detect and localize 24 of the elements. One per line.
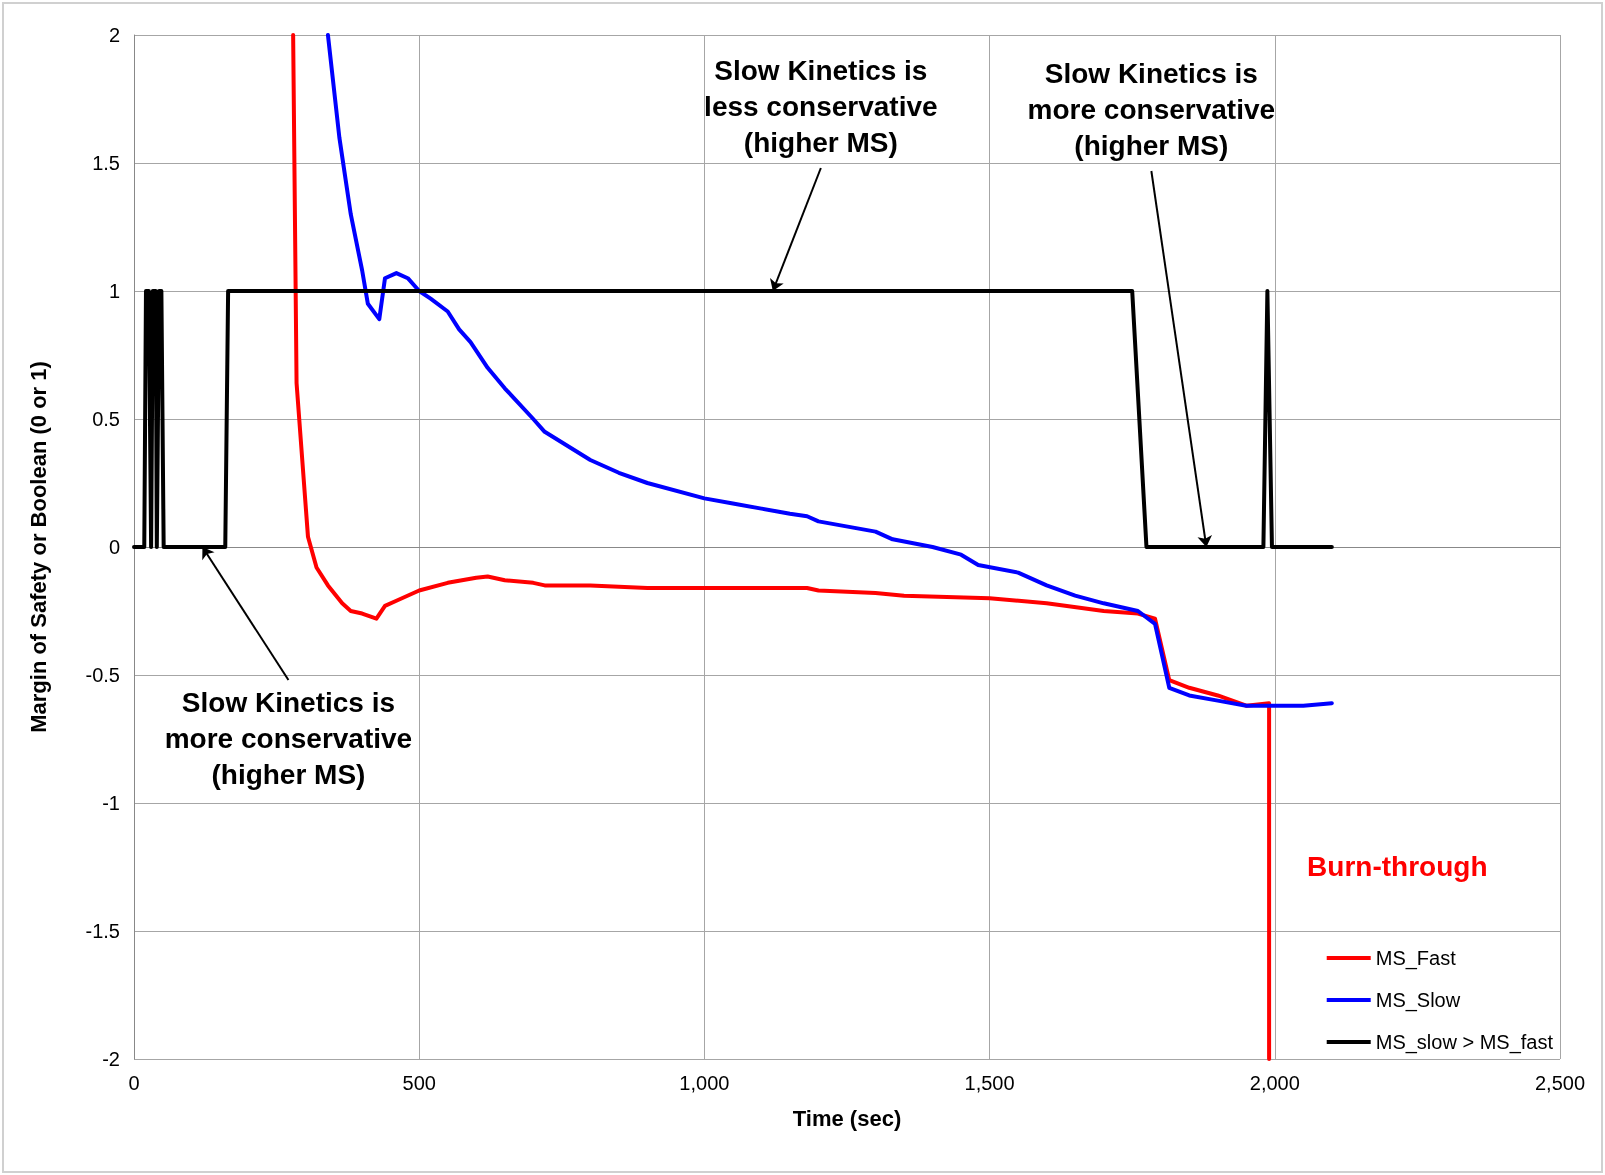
x-tick-label: 500 [402, 1072, 436, 1094]
x-tick-label: 1,500 [964, 1072, 1015, 1094]
annotation: Slow Kinetics is more conservative (higher MS) [164, 686, 413, 790]
y-tick-label: 1 [108, 280, 120, 302]
y-tick-label: -0.5 [85, 664, 120, 686]
legend-label: MS_slow > MS_fast [1375, 1031, 1554, 1054]
y-tick-label: 1.5 [92, 152, 120, 174]
x-axis-title: Time (sec) [792, 1105, 902, 1131]
y-tick-label: -1 [102, 792, 120, 814]
legend-label: MS_Fast [1375, 947, 1457, 970]
y-axis-title: Margin of Safety or Boolean (0 or 1) [25, 361, 51, 733]
annotation: Burn-through [1307, 850, 1488, 882]
x-tick-label: 1,000 [679, 1072, 730, 1094]
y-tick-label: 0.5 [92, 408, 120, 430]
y-tick-label: -1.5 [85, 920, 120, 942]
legend-label: MS_Slow [1375, 989, 1461, 1012]
y-tick-label: 2 [108, 24, 120, 46]
y-tick-label: -2 [102, 1048, 120, 1070]
x-tick-label: 0 [128, 1072, 140, 1094]
y-tick-label: 0 [108, 536, 120, 558]
annotation: Slow Kinetics is less conservative (higher MS) [704, 54, 938, 158]
x-tick-label: 2,500 [1534, 1072, 1586, 1094]
annotation: Slow Kinetics is more conservative (higher MS) [1027, 57, 1276, 161]
x-tick-label: 2,000 [1249, 1072, 1300, 1094]
